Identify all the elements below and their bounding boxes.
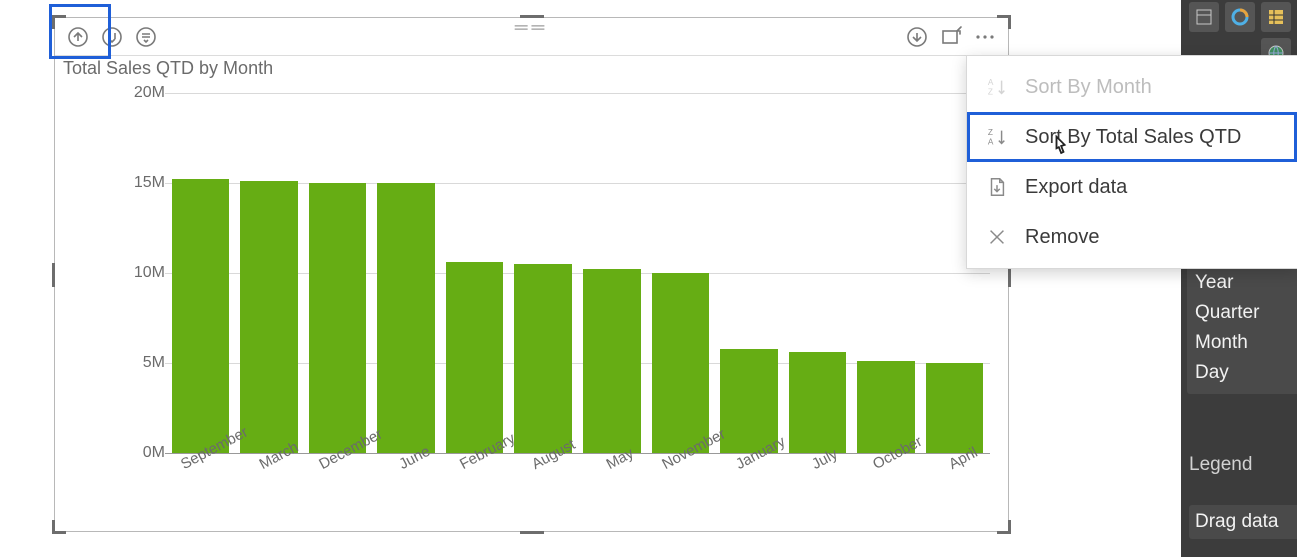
menu-item-label: Export data	[1025, 176, 1127, 199]
bar[interactable]	[718, 93, 781, 453]
svg-text:A: A	[988, 78, 994, 87]
menu-item-sort-month: AZ Sort By Month	[967, 62, 1297, 112]
drill-up-icon[interactable]	[64, 23, 92, 51]
x-axis-labels: SeptemberMarchDecemberJuneFebruaryAugust…	[165, 458, 990, 498]
viz-icon-slicer[interactable]	[1189, 2, 1219, 32]
chart-visual-frame[interactable]: ══ Total Sales QTD by Month 0M 5M 10M 15M 20…	[54, 17, 1009, 532]
bar[interactable]	[786, 93, 849, 453]
focus-mode-icon[interactable]	[937, 23, 965, 51]
date-hierarchy-group[interactable]: YearQuarterMonthDay	[1187, 262, 1297, 394]
bar[interactable]	[169, 93, 232, 453]
bar-series	[165, 93, 990, 453]
export-icon	[985, 175, 1009, 199]
bar[interactable]	[580, 93, 643, 453]
bar[interactable]	[375, 93, 438, 453]
x-axis-label: October	[855, 458, 918, 498]
y-tick: 20M	[123, 84, 165, 102]
svg-text:Z: Z	[988, 128, 993, 137]
date-level-day[interactable]: Day	[1195, 358, 1297, 388]
y-tick: 10M	[123, 264, 165, 282]
menu-item-sort-sales[interactable]: ZA Sort By Total Sales QTD	[967, 112, 1297, 162]
x-axis-label: January	[718, 458, 781, 498]
x-axis-label: September	[169, 458, 232, 498]
bar[interactable]	[649, 93, 712, 453]
bar[interactable]	[443, 93, 506, 453]
resize-handle-br[interactable]	[993, 516, 1011, 534]
x-axis-label: November	[649, 458, 712, 498]
bar[interactable]	[306, 93, 369, 453]
bar[interactable]	[512, 93, 575, 453]
chart-title: Total Sales QTD by Month	[63, 58, 273, 79]
x-axis-label: April	[923, 458, 986, 498]
expand-down-icon[interactable]	[132, 23, 160, 51]
menu-item-label: Sort By Month	[1025, 76, 1152, 99]
viz-icon-table[interactable]	[1261, 2, 1291, 32]
chart-plot-area: 0M5M10M15M20M SeptemberMarchDecemberJune…	[105, 93, 990, 498]
resize-handle-bottom[interactable]	[520, 531, 544, 534]
close-icon	[985, 225, 1009, 249]
x-axis-label: July	[786, 458, 849, 498]
y-tick: 0M	[123, 444, 165, 462]
x-axis-label: June	[375, 458, 438, 498]
y-axis: 0M5M10M15M20M	[105, 93, 165, 453]
x-axis-label: March	[238, 458, 301, 498]
resize-handle-bl[interactable]	[52, 516, 70, 534]
svg-text:Z: Z	[988, 87, 993, 96]
date-level-quarter[interactable]: Quarter	[1195, 298, 1297, 328]
svg-text:A: A	[988, 137, 994, 146]
menu-item-label: Remove	[1025, 226, 1099, 249]
drill-down-icon[interactable]	[98, 23, 126, 51]
date-level-year[interactable]: Year	[1195, 268, 1297, 298]
bar[interactable]	[238, 93, 301, 453]
sort-az-icon: AZ	[985, 75, 1009, 99]
bar[interactable]	[855, 93, 918, 453]
drill-mode-icon[interactable]	[903, 23, 931, 51]
legend-drag-hint[interactable]: Drag data	[1189, 505, 1297, 539]
sort-za-icon: ZA	[985, 125, 1009, 149]
more-options-icon[interactable]	[971, 23, 999, 51]
drag-handle-icon[interactable]: ══	[515, 24, 549, 30]
legend-well-label: Legend	[1189, 454, 1252, 476]
menu-item-label: Sort By Total Sales QTD	[1025, 126, 1241, 149]
x-axis-label: May	[580, 458, 643, 498]
visual-toolbar: ══	[55, 18, 1008, 56]
y-tick: 5M	[123, 354, 165, 372]
context-menu: AZSort By MonthZASort By Total Sales QTD…	[966, 55, 1297, 269]
viz-icon-donut[interactable]	[1225, 2, 1255, 32]
date-level-month[interactable]: Month	[1195, 328, 1297, 358]
x-axis-label: December	[306, 458, 369, 498]
menu-item-export[interactable]: Export data	[967, 162, 1297, 212]
x-axis-label: August	[512, 458, 575, 498]
x-axis-label: February	[443, 458, 506, 498]
resize-handle-left[interactable]	[52, 263, 55, 287]
menu-item-remove[interactable]: Remove	[967, 212, 1297, 262]
y-tick: 15M	[123, 174, 165, 192]
